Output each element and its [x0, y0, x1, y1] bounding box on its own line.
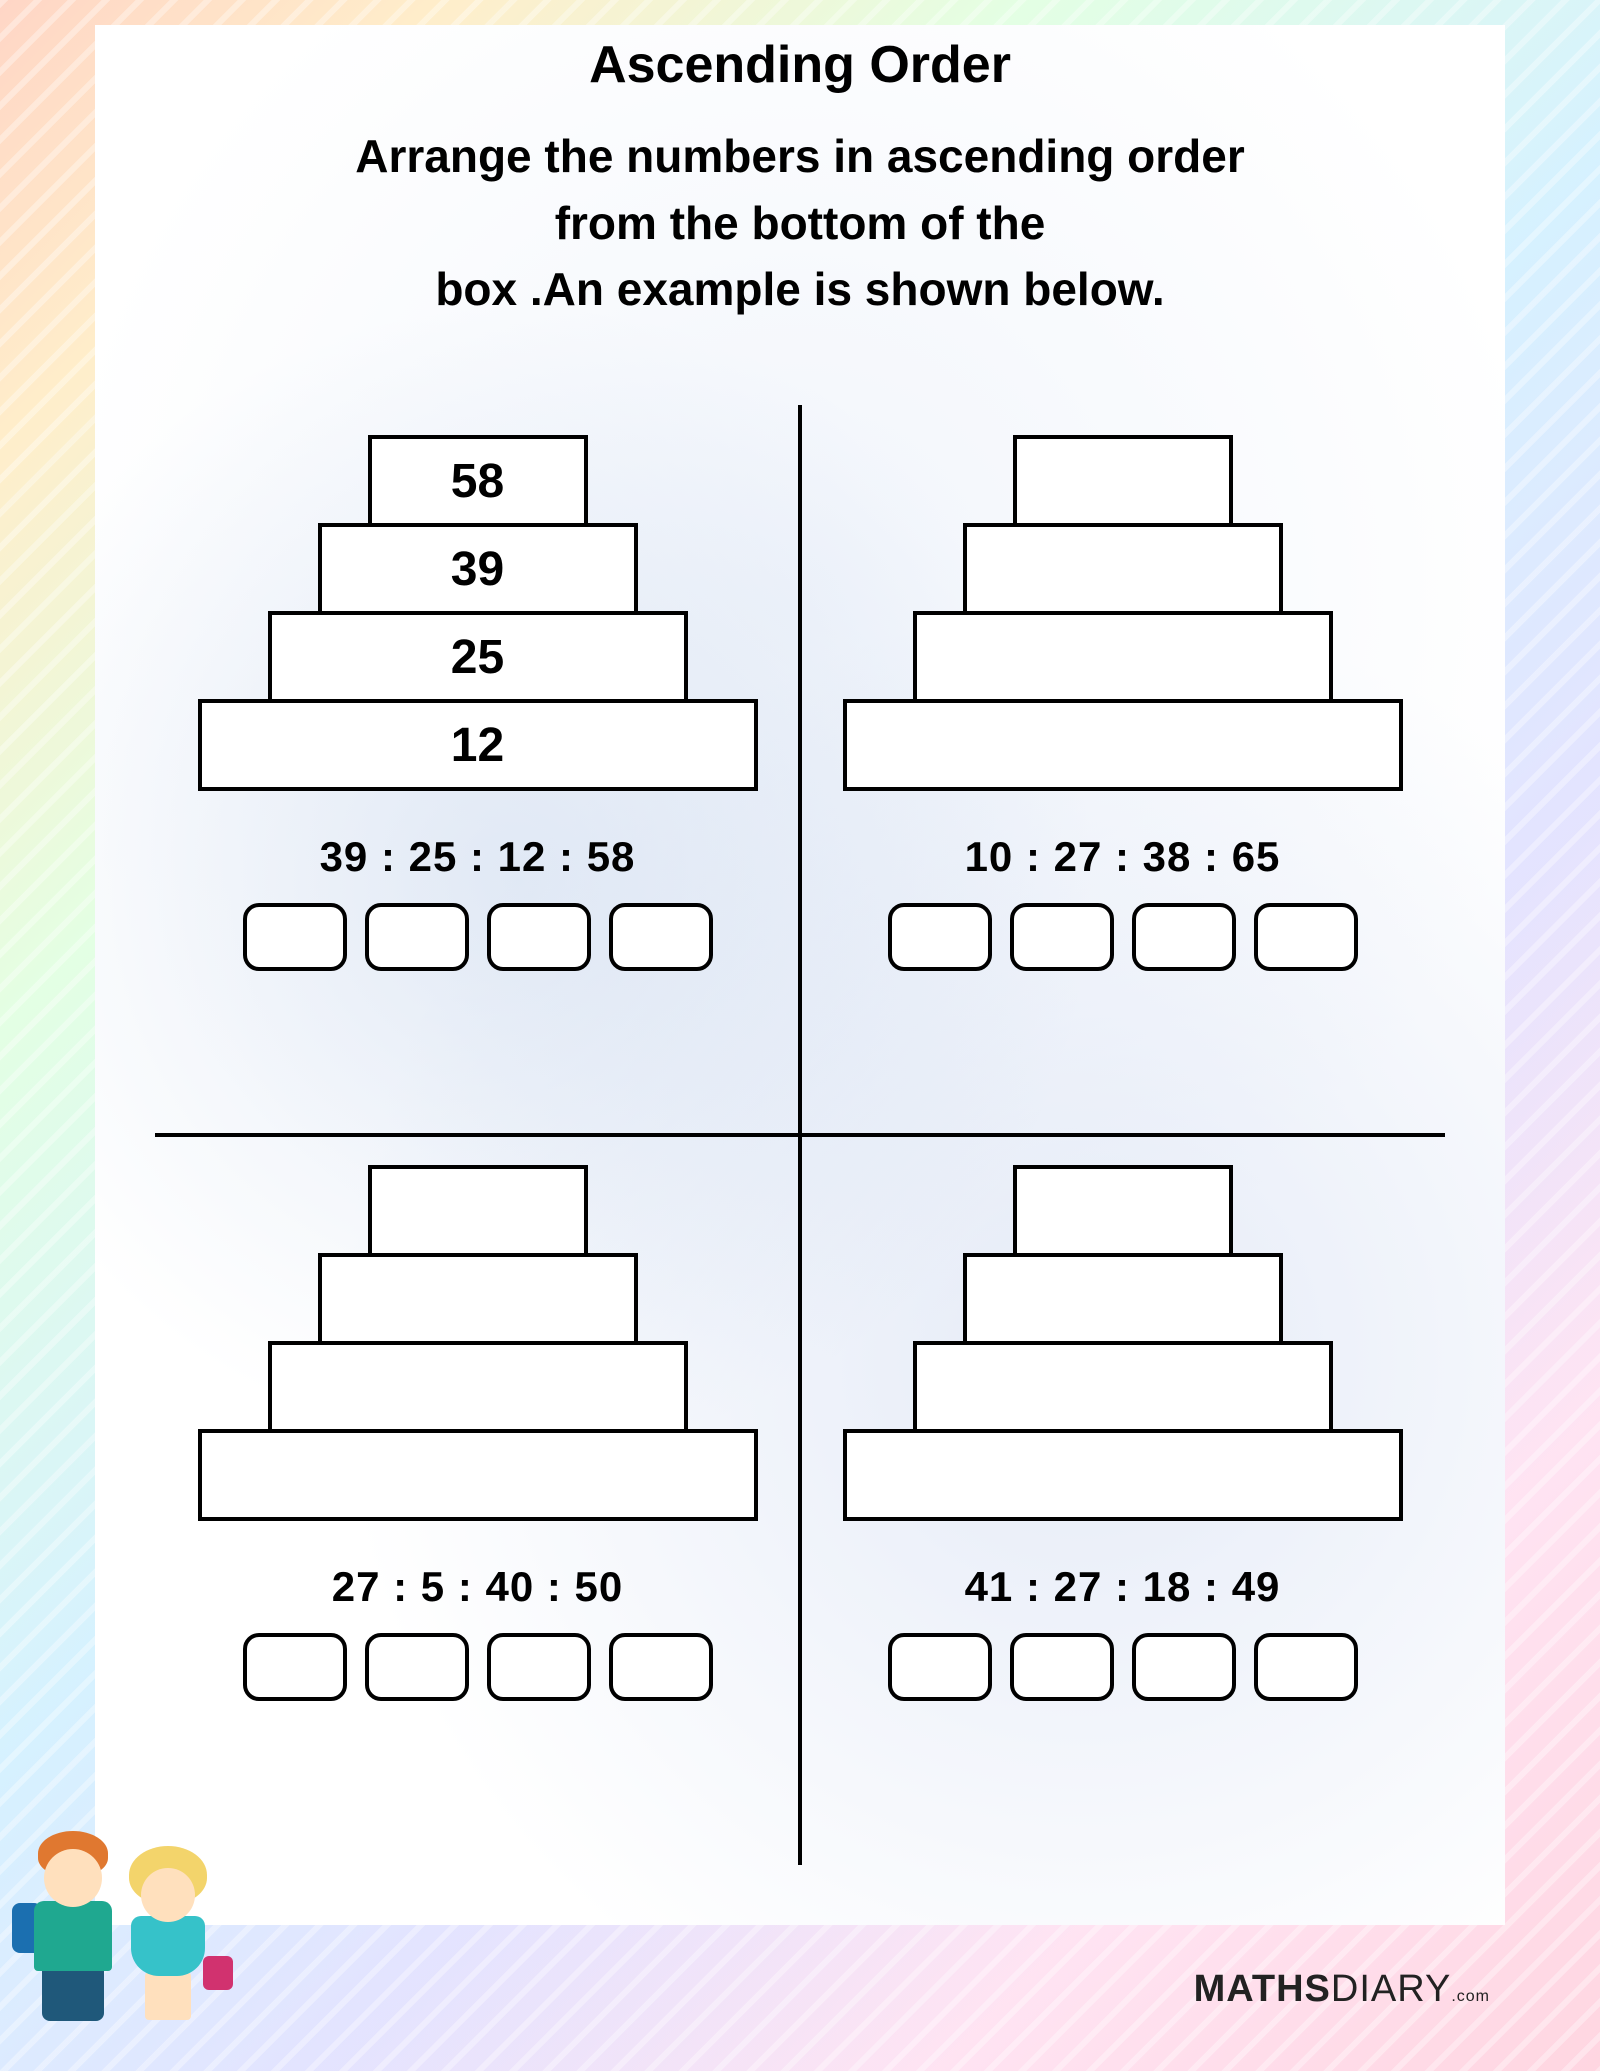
answer-box[interactable]	[365, 1633, 469, 1701]
answer-box[interactable]	[1254, 1633, 1358, 1701]
pyramid-tier[interactable]	[913, 611, 1333, 703]
pyramid-tier[interactable]	[913, 1341, 1333, 1433]
girl-icon	[115, 1846, 225, 2041]
answer-row	[888, 1633, 1358, 1701]
pyramid-tier[interactable]	[268, 1341, 688, 1433]
problems-grid: 58 39 25 12 39 : 25 : 12 : 58 10 : 27 : …	[155, 405, 1445, 1865]
instruction-line: Arrange the numbers in ascending order	[95, 123, 1505, 190]
logo-suffix: .com	[1451, 1988, 1490, 2005]
answer-box[interactable]	[609, 1633, 713, 1701]
answer-row	[888, 903, 1358, 971]
answer-box[interactable]	[365, 903, 469, 971]
pyramid-tier[interactable]: 12	[198, 699, 758, 791]
pyramid-tier[interactable]	[963, 523, 1283, 615]
numbers-label: 39 : 25 : 12 : 58	[320, 833, 636, 881]
answer-box[interactable]	[1010, 1633, 1114, 1701]
pyramid-tier[interactable]	[843, 699, 1403, 791]
pyramid-tier[interactable]	[1013, 1165, 1233, 1257]
kids-illustration	[20, 1811, 240, 2041]
instruction-line: from the bottom of the	[95, 190, 1505, 257]
pyramid-tier[interactable]	[318, 1253, 638, 1345]
pyramid-tier[interactable]: 25	[268, 611, 688, 703]
answer-box[interactable]	[243, 1633, 347, 1701]
mathsdiary-logo: MATHSDIARY.com	[1194, 1968, 1490, 2011]
pyramid-tier[interactable]: 39	[318, 523, 638, 615]
pyramid: 58 39 25 12	[198, 435, 758, 791]
numbers-label: 10 : 27 : 38 : 65	[965, 833, 1281, 881]
instruction-line: box .An example is shown below.	[95, 256, 1505, 323]
answer-box[interactable]	[1132, 903, 1236, 971]
pyramid-tier[interactable]	[198, 1429, 758, 1521]
answer-box[interactable]	[243, 903, 347, 971]
numbers-label: 41 : 27 : 18 : 49	[965, 1563, 1281, 1611]
problem-cell: 58 39 25 12 39 : 25 : 12 : 58	[155, 405, 800, 1135]
numbers-label: 27 : 5 : 40 : 50	[332, 1563, 623, 1611]
answer-box[interactable]	[487, 1633, 591, 1701]
answer-row	[243, 1633, 713, 1701]
pyramid-tier[interactable]	[963, 1253, 1283, 1345]
answer-box[interactable]	[609, 903, 713, 971]
pyramid	[843, 1165, 1403, 1521]
logo-thin: DIARY	[1331, 1968, 1451, 2010]
answer-box[interactable]	[888, 1633, 992, 1701]
pyramid-tier[interactable]	[1013, 435, 1233, 527]
logo-bold: MATHS	[1194, 1968, 1331, 2010]
problem-cell: 10 : 27 : 38 : 65	[800, 405, 1445, 1135]
pyramid-tier[interactable]	[368, 1165, 588, 1257]
instructions: Arrange the numbers in ascending order f…	[95, 123, 1505, 323]
problem-cell: 41 : 27 : 18 : 49	[800, 1135, 1445, 1865]
pyramid	[198, 1165, 758, 1521]
answer-box[interactable]	[888, 903, 992, 971]
answer-row	[243, 903, 713, 971]
pyramid-tier[interactable]	[843, 1429, 1403, 1521]
pyramid-tier[interactable]: 58	[368, 435, 588, 527]
worksheet-paper: Ascending Order Arrange the numbers in a…	[95, 25, 1505, 1925]
answer-box[interactable]	[487, 903, 591, 971]
problem-cell: 27 : 5 : 40 : 50	[155, 1135, 800, 1865]
answer-box[interactable]	[1132, 1633, 1236, 1701]
page-title: Ascending Order	[95, 35, 1505, 95]
answer-box[interactable]	[1254, 903, 1358, 971]
boy-icon	[20, 1831, 130, 2041]
pyramid	[843, 435, 1403, 791]
answer-box[interactable]	[1010, 903, 1114, 971]
